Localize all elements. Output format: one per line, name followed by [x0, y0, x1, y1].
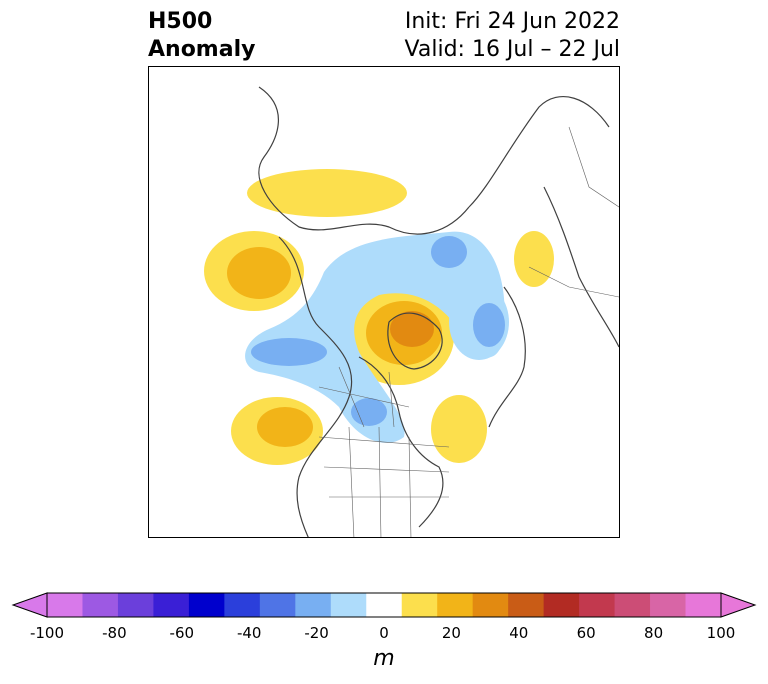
title-right: Init: Fri 24 Jun 2022 Valid: 16 Jul – 22…	[405, 8, 620, 64]
colorbar-tick-label: -100	[29, 624, 65, 642]
colorbar-segment	[508, 593, 545, 617]
colorbar-tick-label: -60	[169, 624, 195, 642]
colorbar-tick-label: 0	[379, 624, 389, 642]
negative-anomalies	[245, 231, 509, 443]
colorbar-under-extend	[11, 592, 48, 618]
colorbar-segment	[188, 593, 225, 617]
colorbar-tick-label: 60	[576, 624, 596, 642]
colorbar-segment	[650, 593, 687, 617]
anomaly-arctic-negative	[245, 231, 505, 443]
anomaly-eastern-europe	[514, 231, 554, 287]
colorbar-segment	[543, 593, 580, 617]
colorbar-segment	[685, 593, 722, 617]
colorbar-segment	[47, 593, 83, 617]
political-borders	[318, 126, 619, 537]
colorbar-segment	[472, 593, 509, 617]
colorbar-segment	[117, 593, 154, 617]
colorbar-segment	[401, 593, 438, 617]
colorbar-tick-label: -80	[102, 624, 127, 642]
anomaly-ne-us	[431, 395, 487, 463]
colorbar-tick-label: 40	[509, 624, 529, 642]
map-panel	[148, 66, 620, 538]
colorbar-segment	[330, 593, 367, 617]
colorbar-segment	[579, 593, 616, 617]
colorbar-segment	[437, 593, 474, 617]
colorbar-segment	[153, 593, 190, 617]
colorbar-tick-label: -40	[236, 624, 262, 642]
colorbar-segment	[82, 593, 119, 617]
colorbar-over-extend	[720, 592, 757, 618]
positive-anomalies	[204, 169, 554, 465]
colorbar-tick-label: -20	[304, 624, 329, 642]
colorbar-tick-label: 80	[644, 624, 664, 642]
colorbar-tick-label: 100	[706, 624, 736, 642]
valid-range: Valid: 16 Jul – 22 Jul	[404, 37, 620, 62]
colorbar-unit: m	[373, 646, 395, 671]
colorbar-segment	[295, 593, 332, 617]
colorbar-segment	[259, 593, 296, 617]
title-variable: H500	[148, 9, 213, 34]
colorbar-tick-label: 20	[441, 624, 461, 642]
title-left: H500 Anomaly	[148, 8, 255, 64]
colorbar-segment	[224, 593, 261, 617]
title-anomaly: Anomaly	[148, 37, 256, 62]
anomaly-map	[204, 86, 619, 537]
colorbar-segment	[614, 593, 651, 617]
colorbar-segment	[366, 593, 403, 617]
anomaly-siberia	[247, 169, 407, 217]
colorbar	[11, 592, 757, 618]
init-date: Init: Fri 24 Jun 2022	[404, 9, 620, 34]
